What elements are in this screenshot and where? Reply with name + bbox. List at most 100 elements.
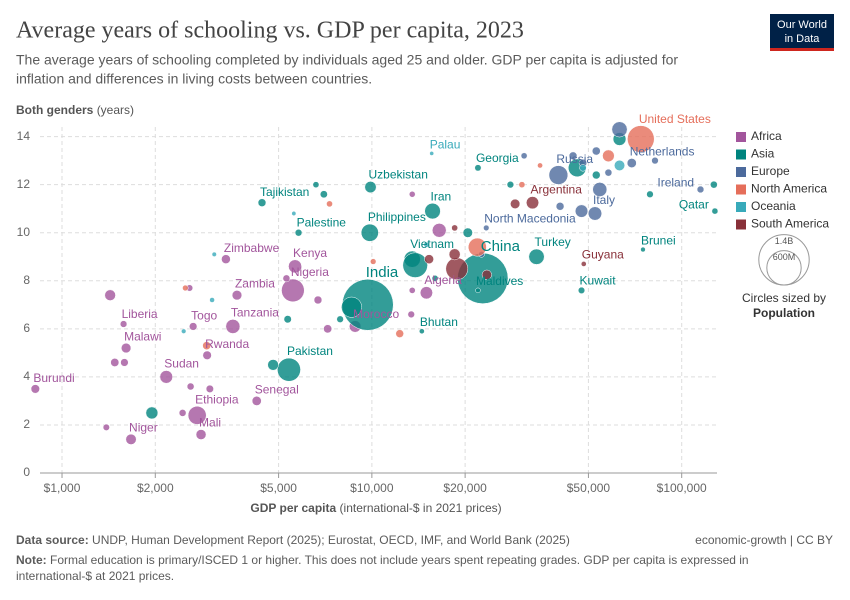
data-point <box>475 287 481 294</box>
note: Note: Formal education is primary/ISCED … <box>16 553 749 567</box>
data-point <box>429 151 435 156</box>
point-label: Vietnam <box>410 237 454 251</box>
subtitle: The average years of schooling completed… <box>16 52 678 68</box>
logo-box <box>770 14 834 50</box>
size-legend-title: Circles sized by <box>742 291 826 305</box>
data-point <box>710 180 718 189</box>
data-point <box>580 261 587 267</box>
note-text: Formal education is primary/ISCED 1 or h… <box>50 553 749 567</box>
legend-item[interactable]: Oceania <box>736 199 796 213</box>
size-legend-circle <box>766 250 802 286</box>
point-label: United States <box>639 112 711 126</box>
data-point <box>424 202 441 220</box>
legend-item[interactable]: Africa <box>736 129 782 143</box>
license[interactable]: economic-growth | CC BY <box>695 533 833 547</box>
data-point <box>104 289 116 301</box>
data-point <box>409 191 416 198</box>
legend-item[interactable]: Asia <box>736 147 775 161</box>
legend-item[interactable]: South America <box>736 217 829 231</box>
size-legend-label: 600M <box>773 252 796 262</box>
data-point <box>125 433 137 445</box>
data-point <box>604 168 613 177</box>
data-point <box>574 204 589 218</box>
data-point <box>462 227 473 238</box>
data-point <box>267 359 279 371</box>
data-point <box>182 284 189 292</box>
data-point <box>448 248 461 261</box>
x-tick-label: $1,000 <box>44 481 81 495</box>
point-label: Iran <box>431 189 452 203</box>
data-point <box>187 406 207 425</box>
data-point <box>640 246 646 253</box>
data-point <box>555 202 565 211</box>
x-tick-label: $5,000 <box>260 481 297 495</box>
legend-item[interactable]: Europe <box>736 164 790 178</box>
data-point <box>474 164 482 172</box>
point-label: Palau <box>430 138 461 152</box>
data-point <box>145 406 159 420</box>
legend-label: Europe <box>751 164 790 178</box>
size-legend-variable: Population <box>753 306 815 320</box>
point-label: Morocco <box>353 307 399 321</box>
points <box>30 121 719 445</box>
subtitle: inflation and differences in living cost… <box>16 71 372 87</box>
data-point <box>407 310 415 319</box>
x-tick-label: $2,000 <box>137 481 174 495</box>
point-label: China <box>481 238 521 255</box>
y-tick-label: 6 <box>23 321 30 335</box>
data-point <box>251 396 262 406</box>
legend-item[interactable]: North America <box>736 182 827 196</box>
data-point <box>195 429 207 440</box>
data-point <box>178 409 187 417</box>
point-label: Pakistan <box>287 344 333 358</box>
point-label: Brunei <box>641 233 676 247</box>
point-label: Malawi <box>124 329 161 343</box>
source-label: Data source: <box>16 533 89 547</box>
data-point <box>120 358 129 367</box>
data-point <box>419 286 433 300</box>
data-point <box>408 287 416 294</box>
y-axis-label: Both genders (years) <box>16 103 134 117</box>
logo-text: Our World <box>777 19 827 31</box>
data-point <box>313 295 323 305</box>
data-point <box>592 182 608 197</box>
y-tick-label: 10 <box>17 225 31 239</box>
data-point <box>294 229 303 237</box>
legend-label: Africa <box>751 129 782 143</box>
data-point <box>627 125 655 153</box>
data-point <box>423 241 430 248</box>
point-label: Rwanda <box>205 337 249 351</box>
data-point <box>225 319 241 334</box>
data-point <box>402 252 428 278</box>
data-point <box>110 358 120 367</box>
x-axis-label-name: GDP per capita <box>250 501 336 515</box>
data-point <box>424 254 434 264</box>
data-point <box>364 181 377 194</box>
y-tick-label: 4 <box>23 369 30 383</box>
data-point <box>568 151 578 161</box>
data-point <box>395 329 404 338</box>
data-point <box>277 357 301 382</box>
legend-label: Oceania <box>751 199 796 213</box>
logo[interactable]: Our World in Data <box>770 14 834 51</box>
point-label: Mali <box>199 416 221 430</box>
point-label: Kenya <box>293 246 327 260</box>
point-label: Liberia <box>122 307 158 321</box>
data-point <box>528 248 545 265</box>
data-point <box>319 190 328 199</box>
data-point <box>510 198 521 209</box>
data-point <box>202 350 212 360</box>
data-point <box>202 341 211 350</box>
point-label: Russia <box>556 152 593 166</box>
data-point <box>591 146 601 156</box>
point-label: Zimbabwe <box>224 241 280 255</box>
logo-text: in Data <box>785 33 821 45</box>
data-point <box>360 223 379 242</box>
data-point <box>257 198 267 207</box>
point-label: Bhutan <box>420 315 458 329</box>
point-label: Niger <box>129 420 158 434</box>
data-point <box>211 251 217 257</box>
data-point <box>506 181 515 189</box>
data-point <box>711 207 719 215</box>
legend-label: Asia <box>751 147 775 161</box>
